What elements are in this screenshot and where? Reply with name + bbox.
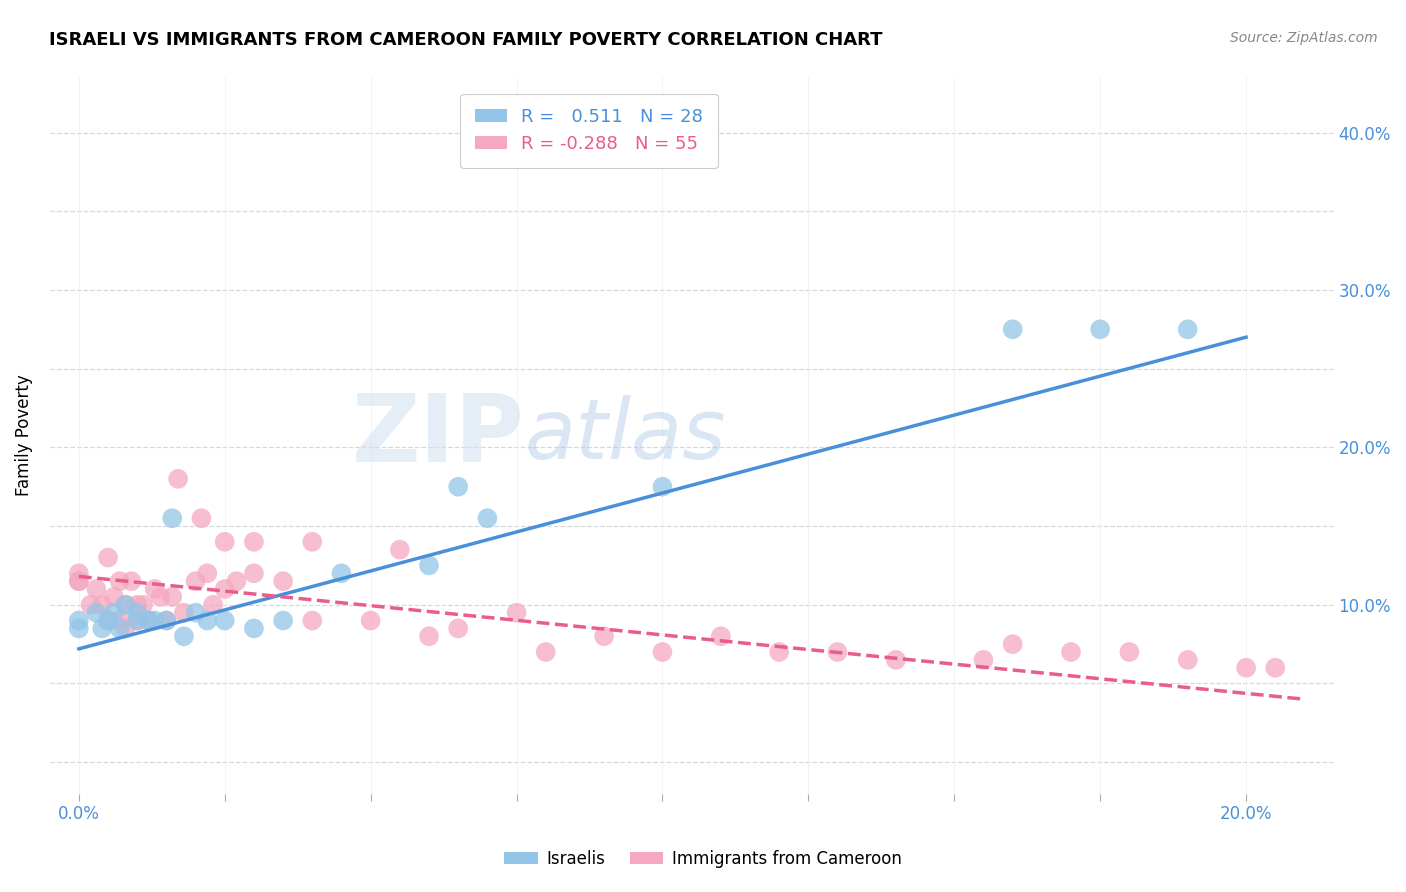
Point	[108, 614, 131, 628]
Point	[271, 574, 294, 589]
Point	[214, 534, 236, 549]
Point	[160, 590, 183, 604]
Point	[149, 590, 172, 604]
Point	[330, 566, 353, 581]
Point	[108, 574, 131, 589]
Point	[1001, 322, 1024, 336]
Point	[214, 582, 236, 596]
Point	[243, 621, 266, 635]
Point	[67, 574, 90, 589]
Point	[67, 574, 90, 589]
Point	[195, 614, 218, 628]
Point	[127, 614, 149, 628]
Point	[143, 614, 166, 628]
Point	[202, 598, 225, 612]
Point	[418, 629, 440, 643]
Point	[477, 511, 499, 525]
Point	[243, 566, 266, 581]
Text: ZIP: ZIP	[352, 390, 524, 482]
Point	[1177, 322, 1199, 336]
Point	[301, 614, 323, 628]
Point	[91, 621, 114, 635]
Point	[143, 582, 166, 596]
Point	[768, 645, 790, 659]
Point	[86, 606, 108, 620]
Point	[651, 645, 673, 659]
Y-axis label: Family Poverty: Family Poverty	[15, 375, 32, 497]
Point	[97, 614, 120, 628]
Point	[91, 598, 114, 612]
Point	[138, 614, 160, 628]
Point	[120, 574, 142, 589]
Point	[173, 606, 195, 620]
Point	[67, 614, 90, 628]
Point	[103, 606, 125, 620]
Point	[1088, 322, 1111, 336]
Point	[103, 590, 125, 604]
Point	[127, 606, 149, 620]
Point	[132, 598, 155, 612]
Point	[447, 480, 470, 494]
Text: Source: ZipAtlas.com: Source: ZipAtlas.com	[1230, 31, 1378, 45]
Point	[214, 614, 236, 628]
Point	[155, 614, 177, 628]
Point	[1264, 661, 1286, 675]
Point	[127, 598, 149, 612]
Legend: R =   0.511   N = 28, R = -0.288   N = 55: R = 0.511 N = 28, R = -0.288 N = 55	[460, 94, 718, 168]
Point	[418, 558, 440, 573]
Point	[1234, 661, 1257, 675]
Point	[114, 598, 136, 612]
Point	[79, 598, 101, 612]
Point	[505, 606, 527, 620]
Point	[155, 614, 177, 628]
Legend: Israelis, Immigrants from Cameroon: Israelis, Immigrants from Cameroon	[498, 844, 908, 875]
Text: atlas: atlas	[524, 395, 727, 476]
Point	[1177, 653, 1199, 667]
Point	[593, 629, 616, 643]
Point	[301, 534, 323, 549]
Point	[167, 472, 190, 486]
Text: ISRAELI VS IMMIGRANTS FROM CAMEROON FAMILY POVERTY CORRELATION CHART: ISRAELI VS IMMIGRANTS FROM CAMEROON FAMI…	[49, 31, 883, 49]
Point	[184, 606, 207, 620]
Point	[1118, 645, 1140, 659]
Point	[114, 621, 136, 635]
Point	[360, 614, 382, 628]
Point	[388, 542, 411, 557]
Point	[86, 582, 108, 596]
Point	[108, 621, 131, 635]
Point	[534, 645, 557, 659]
Point	[184, 574, 207, 589]
Point	[651, 480, 673, 494]
Point	[884, 653, 907, 667]
Point	[827, 645, 849, 659]
Point	[190, 511, 212, 525]
Point	[160, 511, 183, 525]
Point	[447, 621, 470, 635]
Point	[225, 574, 247, 589]
Point	[1060, 645, 1083, 659]
Point	[127, 614, 149, 628]
Point	[97, 614, 120, 628]
Point	[1001, 637, 1024, 651]
Point	[195, 566, 218, 581]
Point	[972, 653, 994, 667]
Point	[67, 621, 90, 635]
Point	[710, 629, 733, 643]
Point	[138, 614, 160, 628]
Point	[114, 598, 136, 612]
Point	[97, 550, 120, 565]
Point	[173, 629, 195, 643]
Point	[271, 614, 294, 628]
Point	[67, 566, 90, 581]
Point	[243, 534, 266, 549]
